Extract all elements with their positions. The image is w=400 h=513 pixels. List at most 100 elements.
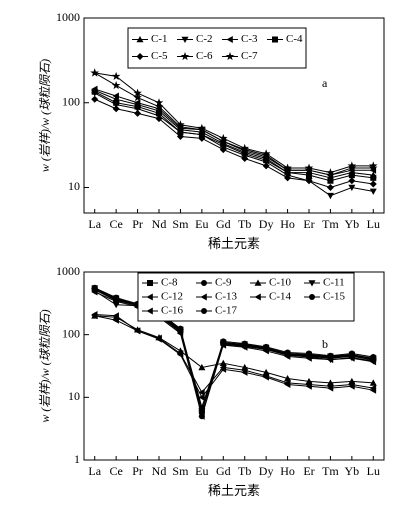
marker xyxy=(134,109,142,117)
x-tick-label: Pr xyxy=(132,217,143,231)
marker xyxy=(309,294,315,300)
marker xyxy=(91,312,98,320)
marker xyxy=(198,388,205,396)
marker xyxy=(241,154,249,162)
x-tick-label: Ce xyxy=(109,464,122,478)
x-tick-label: La xyxy=(88,464,101,478)
marker xyxy=(348,184,356,191)
marker xyxy=(133,88,142,97)
marker xyxy=(370,174,377,181)
marker xyxy=(306,352,312,359)
marker xyxy=(263,157,270,164)
series-line xyxy=(94,315,374,384)
x-tick-label: Er xyxy=(303,217,314,231)
marker xyxy=(272,36,278,43)
marker xyxy=(369,161,378,170)
marker xyxy=(201,280,207,286)
marker xyxy=(176,120,185,129)
marker xyxy=(112,92,119,100)
marker xyxy=(198,393,205,401)
x-tick-label: La xyxy=(88,217,101,231)
x-tick-label: Yb xyxy=(345,217,360,231)
marker xyxy=(284,174,292,182)
marker xyxy=(306,172,312,179)
marker xyxy=(327,354,334,361)
marker xyxy=(198,408,205,415)
legend-label: C-4 xyxy=(286,33,303,45)
marker xyxy=(91,286,98,293)
marker xyxy=(347,161,357,170)
marker xyxy=(262,373,269,381)
x-tick-label: Pr xyxy=(132,464,143,478)
x-tick-label: Lu xyxy=(367,217,380,231)
marker xyxy=(369,180,377,188)
marker xyxy=(241,368,248,376)
y-tick-label: 1000 xyxy=(56,10,80,24)
marker xyxy=(134,327,141,335)
marker xyxy=(200,293,207,301)
x-tick-label: Dy xyxy=(259,217,274,231)
marker xyxy=(241,342,248,349)
marker xyxy=(261,149,271,158)
marker xyxy=(136,36,144,43)
y-tick-label: 10 xyxy=(68,179,80,193)
y-axis-label: w (岩样)/w (球粒陨石) xyxy=(38,309,52,422)
marker xyxy=(327,177,334,184)
marker xyxy=(305,382,312,390)
marker xyxy=(113,99,120,106)
marker xyxy=(283,163,292,172)
legend-label: C-9 xyxy=(215,277,232,289)
marker xyxy=(91,88,98,95)
marker xyxy=(177,328,184,335)
series-line xyxy=(94,72,374,174)
marker xyxy=(91,95,99,103)
marker xyxy=(176,351,184,359)
marker xyxy=(369,188,377,195)
marker xyxy=(198,134,206,142)
marker xyxy=(263,346,270,353)
legend-box xyxy=(127,27,307,69)
series-line xyxy=(94,89,374,179)
marker xyxy=(201,308,207,314)
marker xyxy=(155,335,162,343)
x-tick-label: Tm xyxy=(322,217,339,231)
legend-label: C-5 xyxy=(151,50,168,62)
x-tick-label: Tb xyxy=(238,464,251,478)
marker xyxy=(348,172,355,179)
y-tick-label: 100 xyxy=(62,326,80,340)
marker xyxy=(326,168,335,177)
x-tick-label: Tb xyxy=(238,217,251,231)
legend-label: C-8 xyxy=(161,277,178,289)
marker xyxy=(180,52,190,61)
marker xyxy=(112,312,119,320)
marker xyxy=(326,170,335,179)
x-tick-label: Nd xyxy=(152,217,167,231)
x-tick-label: Sm xyxy=(172,217,189,231)
marker xyxy=(90,68,99,77)
marker xyxy=(219,133,228,142)
marker xyxy=(308,280,316,287)
x-tick-label: Sm xyxy=(172,464,189,478)
marker xyxy=(112,105,120,113)
marker xyxy=(219,136,228,146)
x-tick-label: Lu xyxy=(367,464,380,478)
marker xyxy=(240,143,249,152)
marker xyxy=(220,340,227,347)
marker xyxy=(136,53,144,60)
marker xyxy=(111,80,121,90)
x-tick-label: Er xyxy=(303,464,314,478)
marker xyxy=(304,163,314,172)
marker xyxy=(154,102,164,111)
marker xyxy=(112,316,119,324)
x-tick-label: Eu xyxy=(195,464,208,478)
marker xyxy=(181,36,189,43)
marker xyxy=(304,165,314,174)
legend-label: C-13 xyxy=(215,291,238,303)
y-tick-label: 10 xyxy=(68,389,80,403)
marker xyxy=(262,162,270,170)
marker xyxy=(147,280,153,286)
marker xyxy=(134,103,141,110)
marker xyxy=(326,384,334,392)
marker xyxy=(154,98,164,107)
